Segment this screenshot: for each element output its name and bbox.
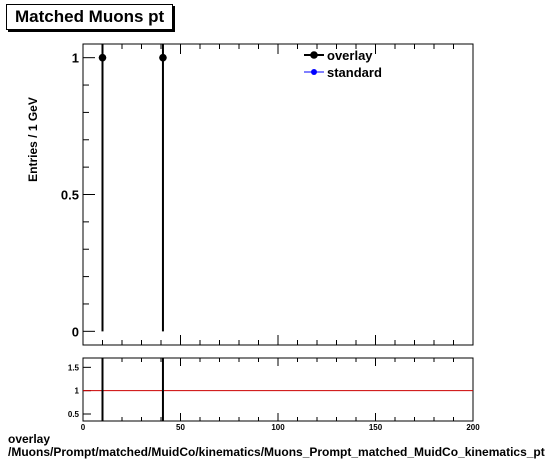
- x-tick-label: 100: [271, 423, 285, 432]
- x-axis-label: Matched Muons Transverse Momentum (GeV): [300, 431, 474, 432]
- y-tick-label: 0.5: [61, 188, 79, 203]
- y-axis-label: Entries / 1 GeV: [26, 97, 40, 182]
- chart-title: Matched Muons pt: [6, 4, 174, 30]
- x-tick-label: 0: [81, 423, 86, 432]
- data-point: [98, 53, 107, 62]
- footer-dataset-label: overlay: [8, 432, 51, 446]
- x-tick-label: 150: [369, 423, 383, 432]
- main-plot-frame: [82, 43, 474, 346]
- legend-label-standard: standard: [327, 65, 382, 80]
- ratio-y-tick-label: 1: [75, 387, 80, 396]
- legend-marker-overlay: [310, 51, 318, 59]
- ratio-y-tick-label: 0.5: [68, 410, 80, 419]
- ratio-plot-frame: [82, 357, 474, 422]
- ratio-y-tick-label: 1.5: [68, 363, 80, 372]
- x-tick-label: 200: [466, 423, 480, 432]
- data-point: [159, 53, 167, 62]
- x-tick-label: 50: [176, 423, 185, 432]
- legend-label-overlay: overlay: [327, 48, 373, 63]
- y-tick-label: 0: [72, 324, 79, 339]
- y-tick-label: 1: [72, 51, 79, 66]
- legend-marker-standard: [311, 69, 317, 75]
- footer-path-label: /Muons/Prompt/matched/MuidCo/kinematics/…: [8, 445, 545, 459]
